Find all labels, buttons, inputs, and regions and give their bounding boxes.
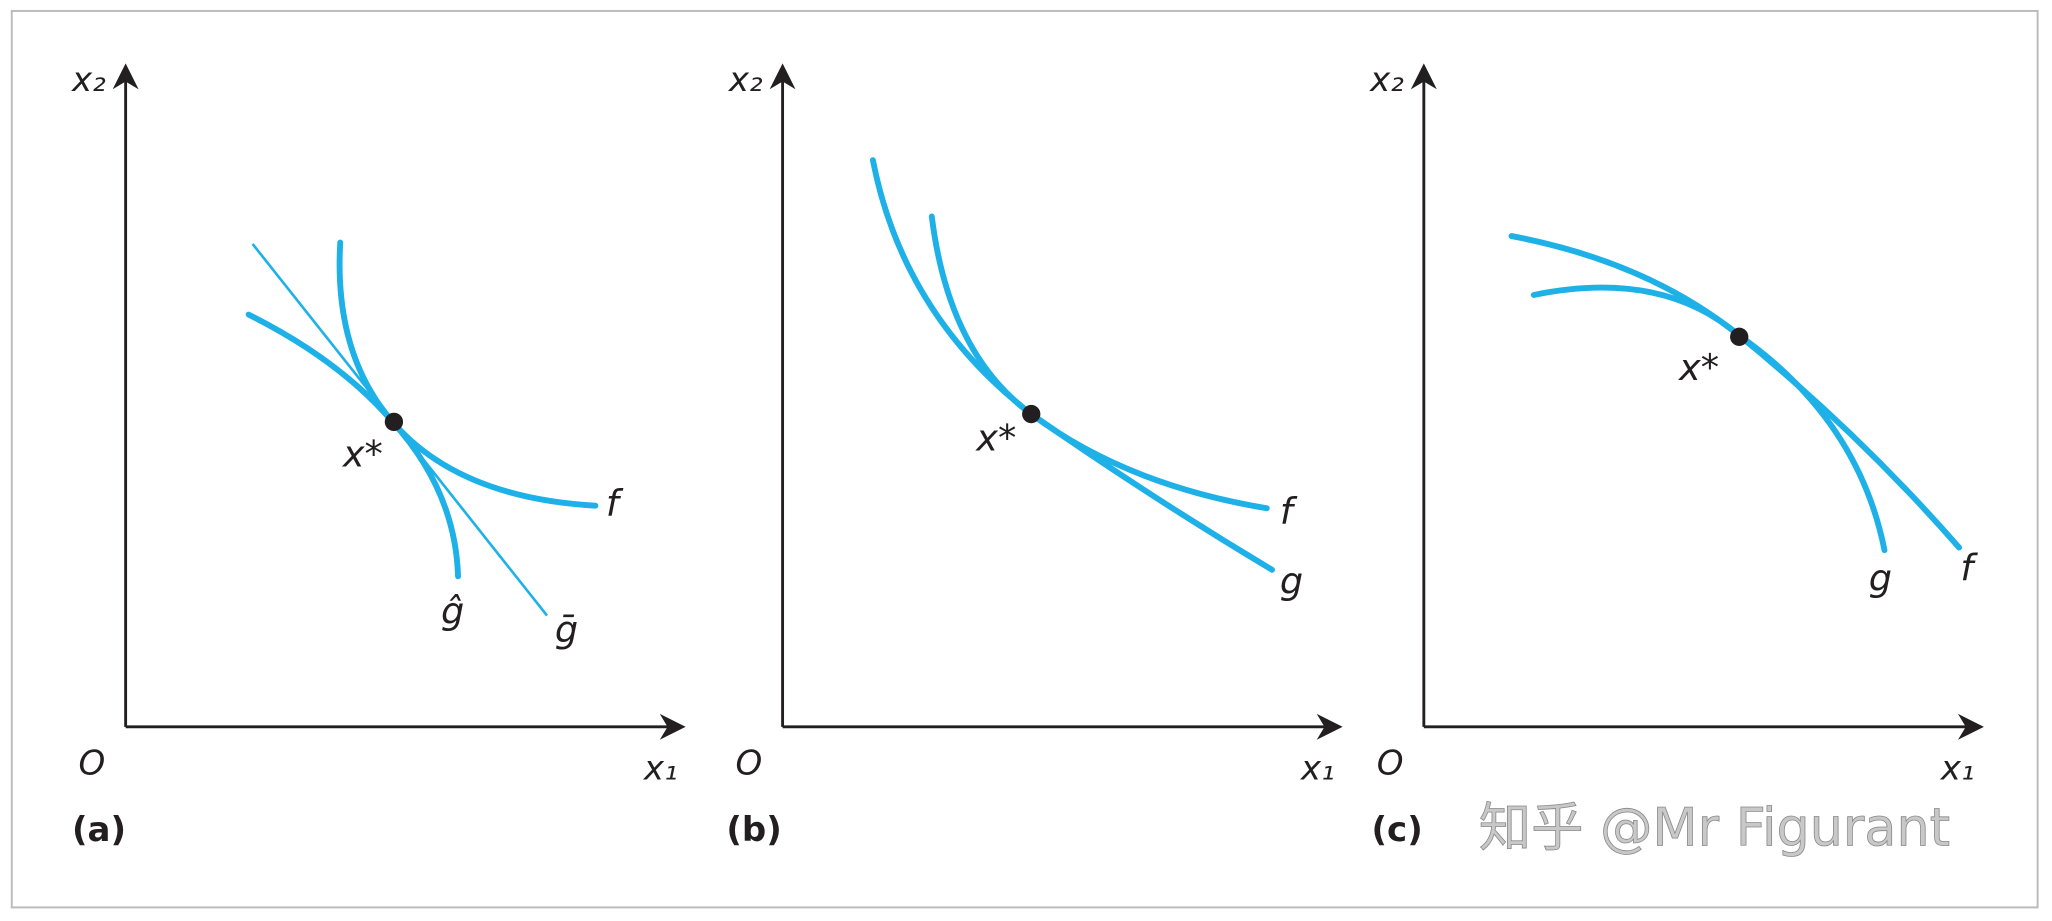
- panel-c: x* g f O x₁ x₂ (c): [1369, 60, 1984, 850]
- panel-label: (b): [726, 810, 781, 850]
- curve-label: ĝ: [441, 589, 464, 632]
- origin-label: O: [735, 743, 762, 783]
- y-axis-label: x₂: [1369, 60, 1404, 100]
- curve-label: ḡ: [555, 608, 578, 651]
- point-label: x*: [975, 417, 1016, 460]
- curve-label: g: [1869, 557, 1892, 600]
- x-axis-label: x₁: [1300, 749, 1335, 789]
- point-label: x*: [342, 432, 383, 475]
- x-axis-label: x₁: [643, 749, 678, 789]
- curve-label: g: [1280, 559, 1303, 602]
- watermark: 知乎 @Mr Figurant: [1479, 798, 1950, 859]
- frame: [10, 9, 2039, 909]
- origin-label: O: [79, 743, 106, 783]
- y-axis-label: x₂: [728, 60, 763, 100]
- point: [1730, 327, 1749, 346]
- panel-b: x* f g O x₁ x₂ (b): [726, 60, 1343, 850]
- origin-label: O: [1377, 743, 1404, 783]
- point-label: x*: [1678, 346, 1719, 389]
- x-axis-label: x₁: [1940, 749, 1975, 789]
- point: [1022, 404, 1041, 424]
- y-axis-label: x₂: [71, 60, 106, 100]
- point: [384, 412, 404, 432]
- panel-label: (c): [1371, 810, 1422, 850]
- panel-label: (a): [72, 810, 126, 850]
